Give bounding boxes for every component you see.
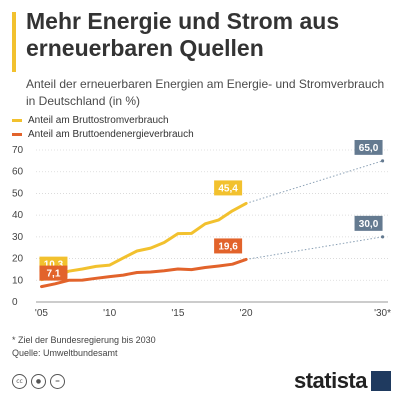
series-line-strom	[40, 201, 248, 282]
legend-swatch-energie	[12, 132, 22, 136]
legend-label-energie: Anteil am Bruttoendenergieverbrauch	[28, 128, 194, 140]
target-label-box	[354, 215, 383, 231]
data-label: 45,4	[218, 183, 238, 194]
chart-title: Mehr Energie und Strom aus erneuerbaren …	[26, 8, 340, 61]
y-tick-label: 60	[12, 167, 24, 178]
source-text: Quelle: Umweltbundesamt	[12, 348, 118, 358]
series-line-energie	[40, 257, 248, 289]
line-chart: 0 10 20 30 40 50 60 70 '05 '10 '15 '20 '30* 10,37,1 45…	[12, 140, 391, 319]
y-tick-label: 10	[12, 275, 24, 286]
y-tick-label: 50	[12, 188, 24, 199]
data-label: 7,1	[47, 269, 61, 280]
target-point	[380, 159, 385, 163]
statista-logo[interactable]: statista	[294, 368, 391, 394]
target-label: 65,0	[359, 143, 379, 154]
footnote-block: * Ziel der Bundesregierung bis 2030 Quel…	[12, 334, 156, 360]
target-projection-line	[246, 236, 383, 260]
y-tick-label: 0	[12, 297, 18, 308]
data-label-box	[39, 265, 68, 281]
footnote-text: * Ziel der Bundesregierung bis 2030	[12, 335, 156, 345]
data-label: 19,6	[218, 241, 238, 252]
data-label-box	[214, 180, 243, 196]
target-point	[380, 235, 385, 239]
y-tick-label: 30	[12, 232, 24, 243]
x-tick-label: '10	[103, 308, 116, 319]
cc-icon[interactable]: cc	[12, 374, 27, 389]
brand-mark-icon	[371, 371, 391, 391]
legend-swatch-strom	[12, 118, 22, 122]
target-projection-line	[245, 160, 383, 204]
target-label: 30,0	[359, 219, 379, 230]
x-tick-label: '05	[35, 308, 48, 319]
data-label-box	[214, 238, 243, 254]
brand-name: statista	[293, 368, 368, 393]
title-accent-bar	[12, 12, 16, 72]
license-icons: cc ● =	[12, 374, 65, 389]
x-tick-label: '15	[171, 308, 184, 319]
y-tick-label: 20	[12, 254, 24, 265]
legend-item-strom: Anteil am Bruttostromverbrauch	[12, 113, 194, 127]
legend-label-strom: Anteil am Bruttostromverbrauch	[28, 114, 169, 126]
target-label-box	[354, 140, 383, 155]
chart-legend: Anteil am Bruttostromverbrauch Anteil am…	[12, 113, 194, 141]
legend-item-energie: Anteil am Bruttoendenergieverbrauch	[12, 127, 194, 141]
x-tick-label: '30*	[374, 308, 391, 319]
chart-subtitle: Anteil der erneuerbaren Energien am Ener…	[26, 77, 385, 108]
y-tick-label: 40	[12, 210, 24, 221]
equals-icon[interactable]: =	[50, 374, 65, 389]
data-label: 10,3	[44, 260, 64, 271]
y-tick-label: 70	[12, 145, 24, 156]
x-tick-label: '20	[240, 308, 253, 319]
person-icon[interactable]: ●	[31, 374, 46, 389]
